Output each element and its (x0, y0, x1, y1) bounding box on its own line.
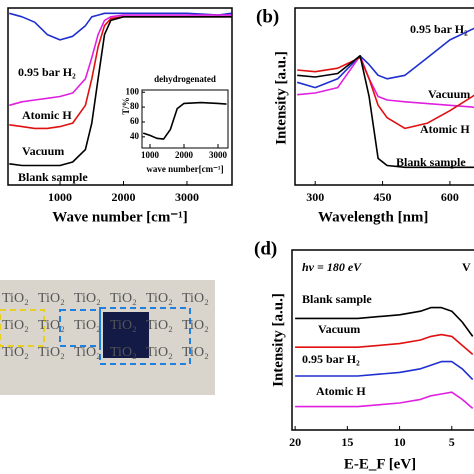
legend-label: Atomic H (420, 122, 470, 136)
x-tick-label: 300 (306, 190, 324, 204)
photo: TiO₂ TiO₂ TiO₂ TiO₂ TiO₂ TiO₂ TiO₂ TiO₂ TiO₂ TiO₂… (0, 280, 215, 395)
photo-label: TiO₂ (2, 345, 29, 360)
y-tick-label: 40 (130, 131, 140, 141)
y-axis-label: Intensity [a.u.] (273, 51, 289, 145)
photo-label: TiO₂ (182, 291, 209, 306)
yellow-box (0, 309, 45, 347)
y-tick-label: 80 (130, 101, 140, 111)
x-tick-label: 600 (441, 190, 459, 204)
photo-label: TiO₂ (2, 318, 29, 333)
series-line (295, 306, 474, 337)
x-axis-label: Wave number [cm⁻¹] (52, 209, 187, 225)
dark-sample (103, 312, 149, 358)
photo-label: TiO₂ (182, 345, 209, 360)
x-tick-label: 1000 (141, 150, 160, 160)
x-tick-label: 2000 (111, 190, 135, 204)
legend-label: Vacuum (22, 144, 64, 158)
x-tick-label: 5 (449, 435, 455, 449)
x-axis-label: E-E_F [eV] (344, 456, 416, 472)
photo-label: TiO₂ (74, 291, 101, 306)
photo-label: TiO₂ (146, 345, 173, 360)
series-line (297, 55, 474, 109)
series-line (9, 16, 232, 167)
photo-label: TiO₂ (38, 291, 65, 306)
photo-label: TiO₂ (110, 318, 137, 333)
inset-y-label: T/% (121, 97, 131, 115)
panel-d-frame (291, 249, 474, 431)
legend-label: Atomic H (22, 108, 72, 122)
photo-label: TiO₂ (74, 318, 101, 333)
series-line (9, 14, 232, 107)
blue-box (59, 309, 101, 347)
inset-title: dehydrogenated (154, 74, 216, 84)
legend-label: Vacuum (318, 322, 360, 336)
series-line (297, 55, 474, 169)
photo-label: TiO₂ (146, 318, 173, 333)
photo-label: TiO₂ (38, 345, 65, 360)
series-line (142, 101, 227, 140)
series-line (295, 360, 474, 381)
x-tick-label: 20 (289, 435, 301, 449)
legend-label: Blank sample (396, 155, 466, 169)
x-tick-label: 1000 (48, 190, 72, 204)
inset-frame (141, 89, 229, 149)
photo-label: TiO₂ (2, 291, 29, 306)
y-tick-label: 100 (126, 86, 140, 96)
legend-label: Blank sample (18, 170, 88, 184)
photo-label: TiO₂ (146, 291, 173, 306)
x-tick-label: 2000 (175, 150, 194, 160)
photo-label: TiO₂ (110, 291, 137, 306)
x-tick-label: 3000 (209, 150, 228, 160)
panel-label: (d) (254, 238, 277, 259)
y-axis-label: Intensity [a.u.] (270, 293, 286, 387)
legend-label: Atomic H (316, 384, 366, 398)
annotation: V (462, 260, 471, 274)
legend-label: Blank sample (302, 292, 372, 306)
photo-label: TiO₂ (110, 345, 137, 360)
x-tick-label: 10 (394, 435, 406, 449)
legend-label: 0.95 bar H₂ (410, 22, 468, 36)
panel-a-frame (7, 7, 233, 186)
inset-x-label: wave number[cm⁻¹] (146, 164, 223, 174)
photo-label: TiO₂ (74, 345, 101, 360)
series-line (297, 56, 474, 130)
legend-label: 0.95 bar H₂ (302, 352, 360, 366)
panel-b-frame (294, 7, 474, 186)
series-line (295, 333, 474, 356)
blue-box (99, 307, 191, 365)
x-tick-label: 450 (374, 190, 392, 204)
series-line (296, 27, 474, 89)
series-line (295, 391, 474, 410)
y-tick-label: 60 (130, 116, 140, 126)
x-tick-label: 3000 (175, 190, 199, 204)
annotation: hν = 180 eV (302, 260, 362, 274)
inset-bg (120, 70, 230, 178)
photo-label: TiO₂ (182, 318, 209, 333)
x-tick-label: 15 (341, 435, 353, 449)
series-line (9, 12, 232, 41)
photo-label: TiO₂ (38, 318, 65, 333)
legend-label: 0.95 bar H₂ (18, 65, 76, 79)
x-axis-label: Wavelength [nm] (318, 209, 428, 225)
legend-label: Vacuum (428, 87, 470, 101)
panel-label: (b) (256, 6, 279, 27)
